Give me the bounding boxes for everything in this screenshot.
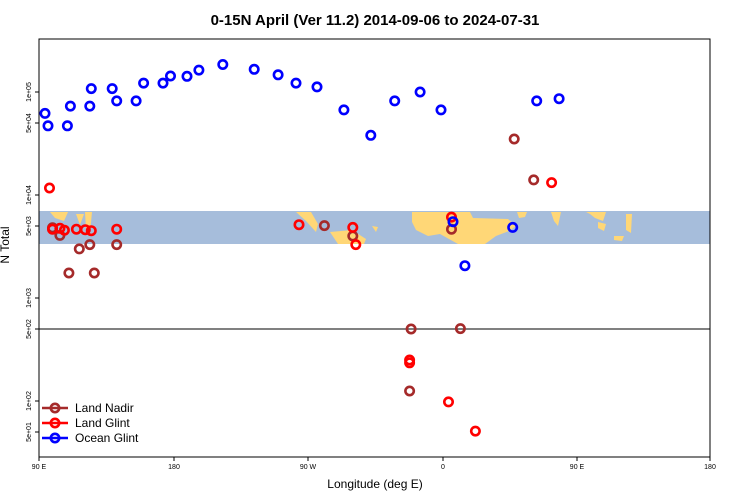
legend-marker	[49, 402, 61, 414]
data-point	[73, 243, 85, 255]
data-point	[181, 70, 193, 82]
y-tick-label: 5e+04	[26, 113, 33, 133]
data-point	[447, 216, 459, 228]
data-point	[111, 239, 123, 251]
data-point	[63, 267, 75, 279]
data-point	[404, 354, 416, 366]
map-land-india	[551, 212, 561, 226]
data-point	[54, 222, 66, 234]
data-point	[546, 177, 558, 189]
data-point	[442, 396, 454, 408]
world-map-strip	[39, 211, 710, 244]
data-point	[311, 81, 323, 93]
data-point	[165, 70, 177, 82]
data-point	[272, 69, 284, 81]
data-point	[138, 77, 150, 89]
data-point	[85, 225, 97, 237]
data-point	[528, 174, 540, 186]
data-point	[414, 86, 426, 98]
data-point	[85, 83, 97, 95]
data-point	[389, 95, 401, 107]
data-point	[64, 100, 76, 112]
data-point	[217, 58, 229, 70]
data-point	[130, 95, 142, 107]
map-land-left-asia-1	[50, 212, 68, 221]
map-land-arabia	[517, 212, 527, 218]
y-axis-label: N Total	[0, 226, 12, 263]
data-point	[106, 83, 118, 95]
y-tick-label: 5e+02	[26, 319, 33, 339]
data-point	[469, 425, 481, 437]
plot-area	[39, 39, 710, 457]
x-tick-label: 90 E	[32, 464, 47, 471]
data-point	[42, 120, 54, 132]
data-point	[111, 95, 123, 107]
series-ocean-glint	[39, 58, 565, 272]
data-point	[435, 104, 447, 116]
y-tick-label: 5e+03	[26, 216, 33, 236]
legend-label: Land Glint	[75, 416, 130, 430]
data-point	[508, 133, 520, 145]
data-point	[318, 220, 330, 232]
y-tick-label: 5e+01	[26, 422, 33, 442]
data-point	[350, 239, 362, 251]
plot-frame	[38, 38, 711, 458]
data-point	[531, 95, 543, 107]
x-tick-label: 180	[168, 464, 180, 471]
map-land-left-asia-2	[76, 214, 84, 225]
data-point	[111, 223, 123, 235]
y-tick-label: 1e+04	[26, 185, 33, 205]
y-tick-label: 1e+03	[26, 288, 33, 308]
x-tick-label: 90 W	[300, 464, 317, 471]
data-point	[365, 129, 377, 141]
map-land-africa	[412, 212, 516, 244]
data-point	[39, 107, 51, 119]
data-point	[347, 221, 359, 233]
legend-label: Ocean Glint	[75, 431, 139, 445]
data-point	[405, 323, 417, 335]
x-tick-label: 180	[704, 464, 716, 471]
map-land-indonesia-1	[614, 236, 624, 241]
data-point	[293, 219, 305, 231]
data-point	[70, 223, 82, 235]
data-point	[248, 63, 260, 75]
x-tick-label: 0	[441, 464, 445, 471]
map-land-central-america	[296, 212, 318, 232]
y-tick-label: 1e+05	[26, 82, 33, 102]
data-point	[553, 93, 565, 105]
data-point	[61, 120, 73, 132]
map-land-indonesia-2	[626, 214, 632, 233]
data-point	[338, 104, 350, 116]
chart-title: 0-15N April (Ver 11.2) 2014-09-06 to 202…	[211, 12, 540, 29]
data-point	[88, 267, 100, 279]
data-point	[454, 323, 466, 335]
map-land-se-asia-1	[586, 212, 606, 221]
map-land-caribbean	[372, 226, 378, 232]
data-point	[459, 260, 471, 272]
x-axis: 90 E 180 90 W 0 90 E 180	[32, 457, 716, 471]
legend-marker	[49, 417, 61, 429]
legend-marker	[49, 432, 61, 444]
data-point	[507, 221, 519, 233]
y-axis: 5e+01 1e+02 5e+02 1e+03 5e+03 1e+04 5e+04 1e+05	[26, 82, 39, 442]
map-land-se-asia-2	[598, 222, 606, 231]
data-point	[157, 77, 169, 89]
series-land-glint	[43, 177, 558, 437]
data-point	[43, 182, 55, 194]
y-tick-label: 1e+02	[26, 391, 33, 411]
data-point	[84, 100, 96, 112]
data-point	[84, 239, 96, 251]
data-point	[404, 385, 416, 397]
data-points	[39, 58, 565, 437]
legend-label: Land Nadir	[75, 401, 134, 415]
x-axis-label: Longitude (deg E)	[327, 477, 422, 491]
data-point	[290, 77, 302, 89]
x-tick-label: 90 E	[570, 464, 585, 471]
data-point	[193, 64, 205, 76]
